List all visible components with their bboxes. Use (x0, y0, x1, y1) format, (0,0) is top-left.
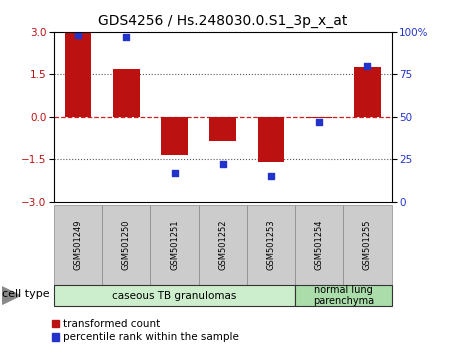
Text: transformed count: transformed count (63, 319, 161, 329)
Text: GSM501252: GSM501252 (218, 220, 227, 270)
Point (315, 119, 323, 125)
Bar (65, 33, 91, 117)
Point (219, 161, 226, 167)
Bar (354, 67, 381, 117)
Point (123, 34, 130, 40)
Text: GSM501249: GSM501249 (74, 220, 83, 270)
Text: GSM501255: GSM501255 (363, 220, 372, 270)
Text: caseous TB granulomas: caseous TB granulomas (112, 291, 237, 301)
Bar (258, 117, 284, 162)
Title: GDS4256 / Hs.248030.0.S1_3p_x_at: GDS4256 / Hs.248030.0.S1_3p_x_at (98, 14, 347, 28)
Point (267, 173, 274, 179)
Text: GSM501254: GSM501254 (315, 220, 324, 270)
Point (364, 63, 371, 69)
Point (171, 170, 178, 176)
Bar (210, 117, 236, 141)
Bar (161, 117, 188, 155)
Text: cell type: cell type (2, 289, 50, 299)
Text: normal lung
parenchyma: normal lung parenchyma (313, 285, 374, 307)
Text: GSM501250: GSM501250 (122, 220, 131, 270)
Text: percentile rank within the sample: percentile rank within the sample (63, 332, 239, 342)
Text: GSM501251: GSM501251 (170, 220, 179, 270)
Bar (306, 117, 333, 118)
Bar (113, 69, 140, 117)
Text: GSM501253: GSM501253 (266, 220, 275, 270)
Polygon shape (2, 287, 20, 304)
Point (75, 33, 82, 38)
